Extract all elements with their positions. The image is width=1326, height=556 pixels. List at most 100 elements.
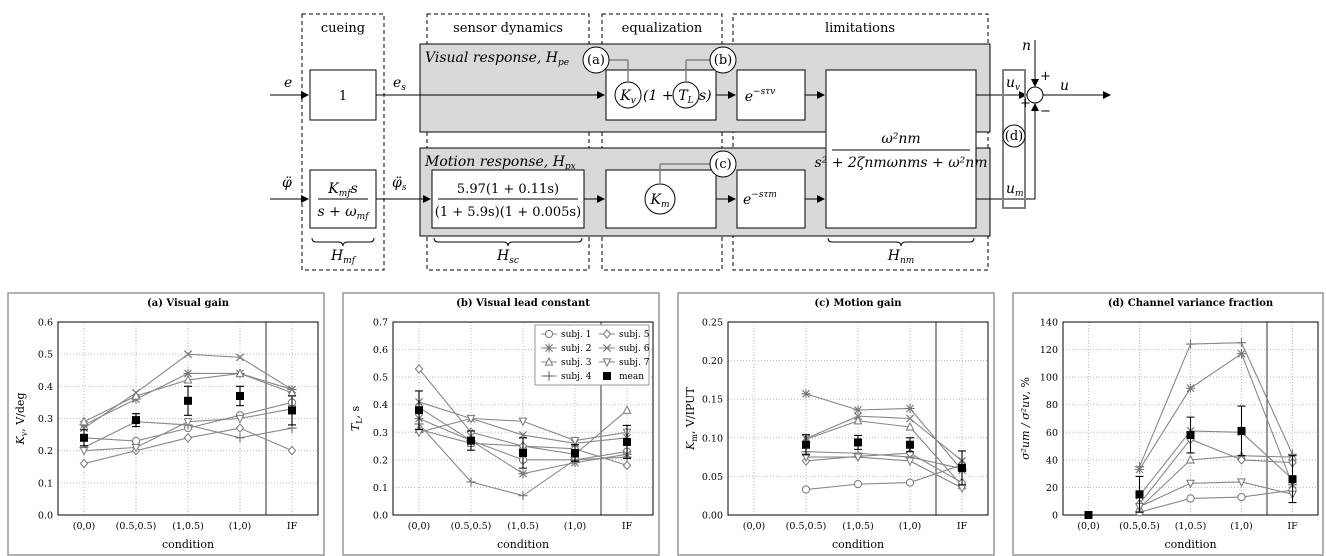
svg-text:(c): (c): [714, 157, 731, 172]
input-phi-label: φ̈: [282, 175, 292, 191]
visual-response-title: Visual response, Hpe: [425, 50, 569, 68]
neuromuscular-block: [826, 70, 976, 228]
mean-point: [854, 438, 862, 446]
x-tick-label: (1,0.5): [842, 521, 874, 532]
plus-sign-visual: +: [1020, 96, 1031, 111]
es-label: es: [393, 75, 406, 93]
mean-point: [1085, 511, 1093, 519]
section-sensor-label: sensor dynamics: [453, 21, 563, 36]
x-tick-label: IF: [1287, 521, 1298, 532]
mean-point: [1187, 431, 1195, 439]
mean-point: [415, 406, 423, 414]
legend-entry: subj. 7: [619, 358, 650, 368]
x-tick-label: (0.5,0.5): [786, 521, 827, 532]
mean-point: [906, 441, 914, 449]
mean-point: [288, 406, 296, 414]
svg-text:(d): (d): [1005, 129, 1023, 144]
y-tick-label: 0.7: [373, 318, 388, 329]
mean-point: [1238, 427, 1246, 435]
x-tick-label: (0.5,0.5): [116, 521, 157, 532]
input-e-label: e: [284, 75, 292, 91]
data-point: [1187, 495, 1194, 502]
chart-visual-lead-constant: (b) Visual lead constant0.00.10.20.30.40…: [343, 293, 659, 555]
y-tick-label: 0.00: [702, 511, 723, 522]
chart-title: (a) Visual gain: [147, 298, 230, 309]
mean-point: [132, 416, 140, 424]
y-tick-label: 0.15: [702, 395, 723, 406]
motion-response-title: Motion response, Hpx: [424, 154, 576, 172]
data-point: [802, 486, 809, 493]
chart-title: (b) Visual lead constant: [456, 298, 590, 309]
mean-point: [467, 437, 475, 445]
y-tick-label: 40: [1046, 455, 1058, 466]
section-cueing-box: [302, 14, 384, 270]
y-tick-label: 0.3: [373, 428, 388, 439]
legend-entry: subj. 3: [561, 358, 592, 368]
x-tick-label: (1,0.5): [1175, 521, 1207, 532]
sc-denominator: (1 + 5.9s)(1 + 0.005s): [435, 205, 581, 220]
x-axis-label: condition: [497, 538, 549, 551]
x-tick-label: IF: [287, 521, 298, 532]
x-tick-label: IF: [957, 521, 968, 532]
y-tick-label: 20: [1046, 483, 1058, 494]
x-axis-label: condition: [1164, 538, 1216, 551]
y-tick-label: 140: [1040, 318, 1058, 329]
mean-point: [623, 438, 631, 446]
y-axis-label: Kv, V/deg: [14, 393, 29, 446]
lead-close: s): [699, 88, 712, 104]
y-tick-label: 100: [1040, 373, 1058, 384]
y-tick-label: 0.0: [38, 511, 53, 522]
nm-numerator: ω²nm: [881, 131, 920, 147]
legend-entry: subj. 6: [619, 344, 650, 354]
chart-frame: [678, 293, 994, 555]
plus-sign-noise: +: [1040, 69, 1051, 84]
y-tick-label: 0.4: [38, 382, 53, 393]
data-point: [801, 389, 810, 398]
mean-point: [519, 449, 527, 457]
y-tick-label: 0.05: [702, 472, 723, 483]
legend-entry: subj. 5: [619, 330, 650, 340]
um-label: um: [1006, 181, 1024, 199]
brace-nm: [828, 238, 974, 246]
brace-sc-label: Hsc: [496, 248, 519, 266]
mean-point: [1289, 475, 1297, 483]
x-tick-label: (0,0): [1077, 521, 1100, 532]
legend-marker: [545, 330, 552, 337]
x-tick-label: (1,0): [1230, 521, 1253, 532]
mean-point: [184, 397, 192, 405]
y-tick-label: 0.4: [373, 400, 388, 411]
y-tick-label: 0.25: [702, 318, 723, 329]
y-tick-label: 0.20: [702, 356, 723, 367]
y-tick-label: 0.0: [373, 511, 388, 522]
output-u-label: u: [1060, 78, 1069, 94]
data-point: [906, 479, 913, 486]
data-point: [1238, 493, 1245, 500]
legend-entry: subj. 2: [561, 344, 591, 354]
data-point: [518, 469, 527, 478]
x-axis-label: condition: [162, 538, 214, 551]
mean-point: [802, 441, 810, 449]
data-point: [1186, 384, 1195, 393]
x-tick-label: (1,0.5): [172, 521, 204, 532]
data-point: [905, 404, 914, 413]
uv-label: uv: [1006, 75, 1020, 93]
svg-text:(a): (a): [587, 53, 605, 68]
section-equalization-label: equalization: [622, 21, 703, 36]
x-tick-label: (1,0): [899, 521, 922, 532]
y-tick-label: 0.6: [38, 318, 53, 329]
minus-sign-motion: −: [1040, 104, 1051, 119]
legend-marker: [544, 343, 553, 352]
svg-text:(b): (b): [714, 53, 732, 68]
sc-numerator: 5.97(1 + 0.11s): [457, 182, 559, 197]
x-tick-label: (1,0): [564, 521, 587, 532]
block-diagram: cueing sensor dynamics equalization limi…: [270, 14, 1110, 270]
legend-entry: mean: [619, 372, 644, 382]
y-tick-label: 0.1: [38, 478, 53, 489]
mean-point: [571, 449, 579, 457]
x-tick-label: (0,0): [743, 521, 766, 532]
y-axis-label: TL, s: [349, 405, 364, 431]
chart-title: (c) Motion gain: [814, 298, 902, 309]
y-tick-label: 0.6: [373, 345, 388, 356]
y-tick-label: 0.1: [373, 483, 388, 494]
